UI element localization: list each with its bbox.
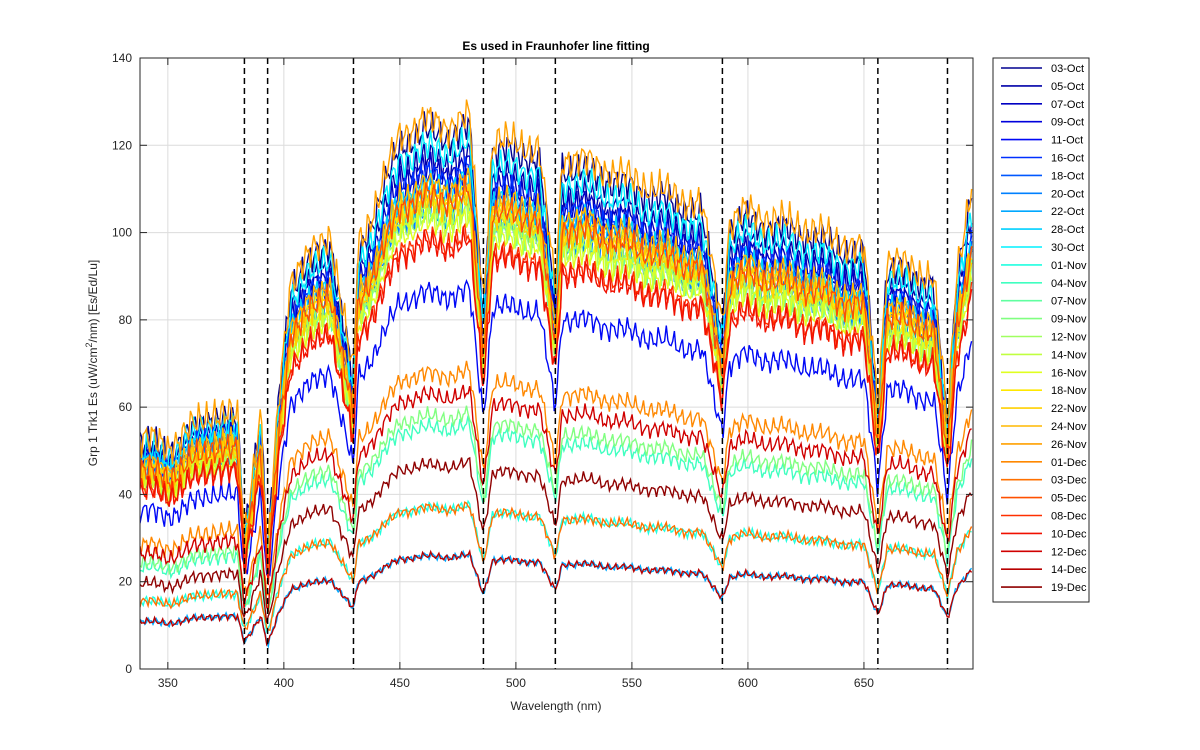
legend-label: 22-Nov — [1051, 403, 1087, 415]
plot-frame — [139, 57, 974, 670]
legend-label: 20-Oct — [1051, 188, 1084, 200]
y-tick-label: 80 — [119, 313, 133, 327]
legend: 03-Oct 05-Oct 07-Oct 09-Oct 11-Oct 16-Oct 18-O… — [992, 57, 1090, 603]
y-tick-label: 20 — [119, 575, 133, 589]
y-tick-label: 120 — [112, 138, 132, 152]
legend-label: 19-Dec — [1051, 582, 1087, 594]
x-tick-label: 400 — [274, 676, 294, 690]
x-axis-label: Wavelength (nm) — [511, 699, 602, 713]
series-line-10-Dec — [140, 226, 973, 586]
x-tick-label: 350 — [158, 676, 178, 690]
legend-label: 14-Dec — [1051, 564, 1087, 576]
legend-label: 01-Nov — [1051, 260, 1087, 272]
fraunhofer-line-markers — [243, 58, 949, 669]
x-tick-label: 600 — [738, 676, 758, 690]
legend-label: 26-Nov — [1051, 439, 1087, 451]
legend-label: 09-Oct — [1051, 117, 1084, 129]
y-axis-label: Grp 1 Trk1 Es (uW/cm2/nm) [Es/Ed/Lu] — [84, 260, 100, 466]
legend-label: 14-Nov — [1051, 349, 1087, 361]
y-tick-label: 0 — [125, 662, 132, 676]
legend-label: 09-Nov — [1051, 314, 1087, 326]
series-line-11-Oct — [140, 279, 973, 577]
legend-label: 03-Dec — [1051, 475, 1087, 487]
legend-label: 28-Oct — [1051, 224, 1084, 236]
legend-label: 05-Dec — [1051, 493, 1087, 505]
legend-box — [992, 57, 1090, 603]
legend-label: 16-Oct — [1051, 153, 1084, 165]
legend-label: 22-Oct — [1051, 206, 1084, 218]
legend-label: 08-Dec — [1051, 511, 1087, 523]
x-tick-label: 500 — [506, 676, 526, 690]
legend-label: 12-Nov — [1051, 332, 1087, 344]
legend-label: 18-Oct — [1051, 170, 1084, 182]
y-tick-label: 40 — [119, 487, 133, 501]
legend-label: 01-Dec — [1051, 457, 1087, 469]
y-tick-label: 60 — [119, 400, 133, 414]
legend-label: 07-Oct — [1051, 99, 1084, 111]
legend-label: 05-Oct — [1051, 81, 1084, 93]
legend-label: 16-Nov — [1051, 367, 1087, 379]
series-line-09-Nov — [140, 405, 973, 614]
legend-label: 03-Oct — [1051, 63, 1084, 75]
legend-label: 10-Dec — [1051, 528, 1087, 540]
legend-label: 04-Nov — [1051, 278, 1087, 290]
legend-label: 12-Dec — [1051, 546, 1087, 558]
series-line-26-Nov — [140, 99, 973, 537]
legend-label: 30-Oct — [1051, 242, 1084, 254]
axis-ticks: 350 400 450 500 550 600 650 0 20 40 60 80 100 120 140 — [112, 51, 973, 690]
series-lines — [140, 99, 973, 649]
series-line-05-Dec — [140, 174, 973, 565]
chart-title: Es used in Fraunhofer line fitting — [462, 39, 649, 53]
x-tick-label: 450 — [390, 676, 410, 690]
legend-label: 24-Nov — [1051, 421, 1087, 433]
y-tick-label: 100 — [112, 226, 132, 240]
y-tick-label: 140 — [112, 51, 132, 65]
legend-label: 18-Nov — [1051, 385, 1087, 397]
legend-label: 07-Nov — [1051, 296, 1087, 308]
x-tick-label: 550 — [622, 676, 642, 690]
series-line-19-Dec — [140, 456, 973, 623]
legend-label: 11-Oct — [1051, 135, 1083, 147]
x-tick-label: 650 — [854, 676, 874, 690]
series-line-12-Dec — [140, 384, 972, 614]
